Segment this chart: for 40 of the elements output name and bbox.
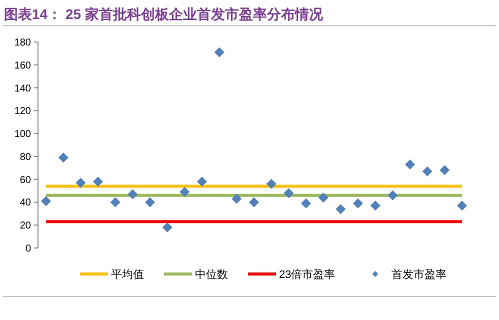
y-tick-label: 140 — [14, 83, 32, 94]
point — [457, 200, 467, 211]
point — [162, 222, 172, 232]
point — [266, 178, 276, 189]
y-tick-label: 40 — [20, 198, 32, 209]
point — [180, 186, 190, 197]
legend-label: 中位数 — [195, 268, 228, 281]
y-tick-label: 0 — [25, 244, 32, 254]
point — [93, 176, 103, 187]
y-tick-label: 120 — [14, 106, 32, 118]
point — [284, 188, 294, 198]
point — [41, 196, 51, 206]
y-tick-label: 160 — [14, 60, 32, 72]
point — [197, 176, 207, 187]
point — [232, 194, 242, 204]
point — [301, 198, 311, 208]
point — [370, 200, 380, 211]
point — [214, 47, 224, 58]
y-tick-label: 80 — [20, 152, 32, 163]
legend-label: 23倍市盈率 — [279, 268, 336, 281]
point — [318, 192, 328, 203]
point — [353, 198, 363, 208]
point — [336, 204, 346, 214]
point — [145, 197, 155, 208]
legend-label: 平均值 — [111, 269, 144, 281]
point — [128, 189, 138, 200]
legend-label: 首发市盈率 — [391, 268, 446, 281]
point — [422, 166, 432, 176]
y-tick-label: 20 — [20, 220, 32, 232]
y-tick-label: 180 — [14, 38, 32, 48]
point — [110, 197, 120, 208]
point — [440, 165, 450, 176]
chart-title: 图表14： 25 家首批科创板企业首发市盈率分布情况 — [4, 6, 324, 22]
point — [388, 190, 398, 200]
point — [405, 159, 415, 170]
y-tick-label: 100 — [14, 129, 32, 140]
point — [58, 152, 68, 163]
point — [249, 197, 259, 208]
y-tick-label: 60 — [20, 174, 32, 186]
point — [76, 178, 86, 188]
